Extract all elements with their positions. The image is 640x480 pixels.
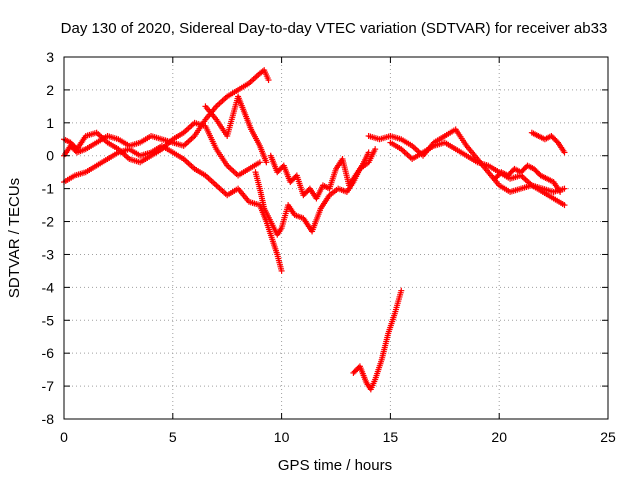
data-point xyxy=(300,192,307,199)
y-tick-label: 2 xyxy=(46,82,54,98)
data-point xyxy=(508,168,515,175)
data-point xyxy=(256,159,263,166)
x-tick-label: 0 xyxy=(60,429,68,445)
data-point xyxy=(278,165,285,172)
data-point xyxy=(289,176,296,183)
y-tick-label: -6 xyxy=(42,345,55,361)
data-point xyxy=(350,369,357,376)
data-point xyxy=(67,139,74,146)
data-point xyxy=(302,189,309,196)
data-point xyxy=(534,169,541,176)
y-tick-label: -2 xyxy=(42,214,55,230)
data-point xyxy=(531,165,538,172)
data-point xyxy=(351,368,358,375)
plot-frame xyxy=(63,56,609,420)
data-point xyxy=(557,188,564,195)
data-point xyxy=(278,267,285,274)
axis-ticks xyxy=(63,56,609,420)
data-point xyxy=(548,132,555,139)
y-tick-label: -3 xyxy=(42,246,55,262)
x-tick-label: 10 xyxy=(274,429,290,445)
data-point xyxy=(491,175,498,182)
data-point xyxy=(561,202,568,209)
data-point xyxy=(504,172,511,179)
data-point xyxy=(274,169,281,176)
data-points xyxy=(61,67,568,393)
data-point xyxy=(506,171,513,178)
x-tick-labels: 0 5 10 15 20 25 xyxy=(60,429,616,445)
data-point xyxy=(354,365,361,372)
y-tick-labels: -8 -7 -6 -5 -4 -3 -2 -1 0 1 2 3 xyxy=(42,49,55,427)
y-tick-label: -5 xyxy=(42,312,55,328)
data-point xyxy=(263,159,270,166)
data-point xyxy=(551,135,558,142)
x-tick-label: 15 xyxy=(383,429,399,445)
data-point xyxy=(398,287,405,294)
data-point xyxy=(275,167,282,174)
gridlines xyxy=(64,57,608,419)
data-point xyxy=(291,175,298,182)
data-point xyxy=(507,169,514,176)
data-point xyxy=(495,171,502,178)
y-tick-label: -7 xyxy=(42,378,55,394)
data-point xyxy=(372,146,379,153)
data-point xyxy=(71,143,78,150)
y-tick-label: -1 xyxy=(42,181,55,197)
data-point xyxy=(493,174,500,181)
data-point xyxy=(70,142,77,149)
data-point xyxy=(365,149,372,156)
x-tick-label: 20 xyxy=(491,429,507,445)
data-point xyxy=(532,167,539,174)
data-point xyxy=(265,77,272,84)
data-point xyxy=(287,179,294,186)
data-point xyxy=(549,134,556,141)
data-point xyxy=(68,140,75,147)
y-axis-label: SDTVAR / TECUs xyxy=(6,178,23,298)
data-point xyxy=(517,169,524,176)
data-point xyxy=(301,190,308,197)
data-point xyxy=(520,166,527,173)
data-point xyxy=(561,149,568,156)
y-tick-label: 3 xyxy=(46,49,54,65)
data-point xyxy=(276,166,283,173)
y-tick-label: 0 xyxy=(46,148,54,164)
data-point xyxy=(519,167,526,174)
data-point xyxy=(533,168,540,175)
data-point xyxy=(304,188,311,195)
x-tick-label: 5 xyxy=(169,429,177,445)
data-point xyxy=(561,185,568,192)
y-tick-label: -4 xyxy=(42,279,55,295)
data-point xyxy=(288,177,295,184)
x-axis-label: GPS time / hours xyxy=(278,457,392,474)
y-tick-label: 1 xyxy=(46,115,54,131)
chart-title: Day 130 of 2020, Sidereal Day-to-day VTE… xyxy=(61,20,608,37)
x-tick-label: 25 xyxy=(600,429,616,445)
data-point xyxy=(353,367,360,374)
y-tick-label: -8 xyxy=(42,411,55,427)
data-point xyxy=(521,165,528,172)
data-point xyxy=(494,173,501,180)
data-point xyxy=(552,136,559,143)
